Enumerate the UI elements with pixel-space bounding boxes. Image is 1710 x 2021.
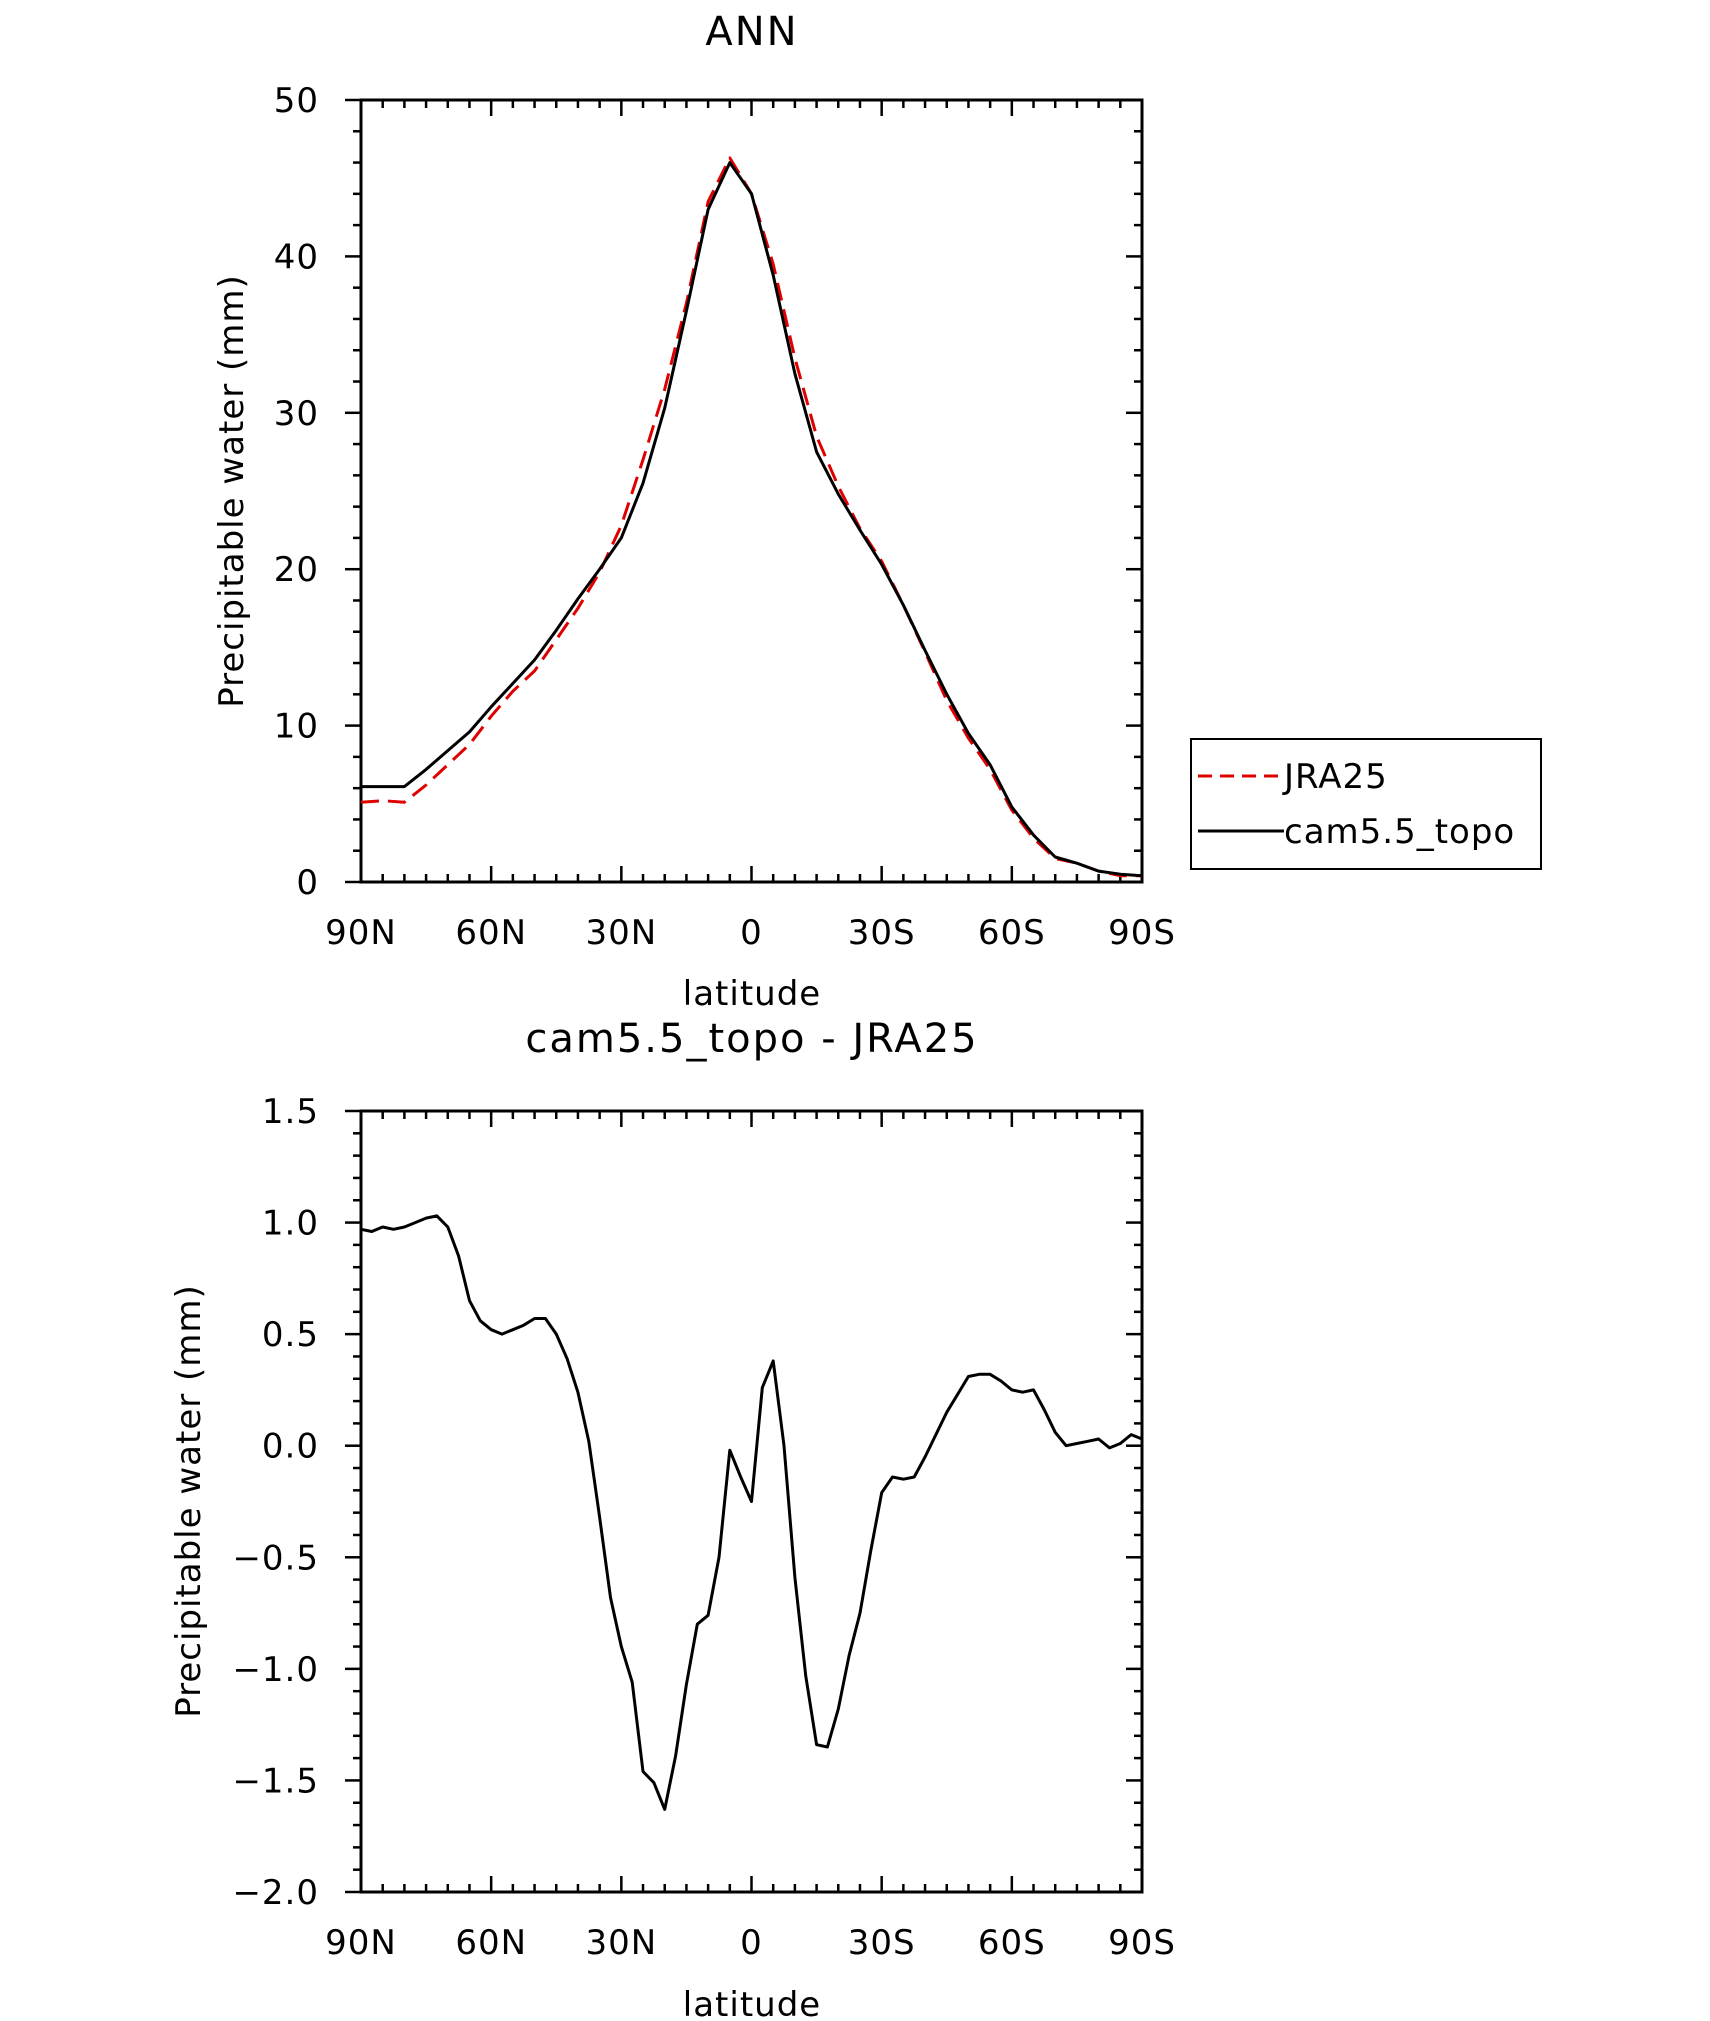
top-y-axis-title: Precipitable water (mm) — [212, 274, 252, 708]
bottom-y-axis-title: Precipitable water (mm) — [169, 1284, 209, 1718]
y-tick-label: 40 — [274, 237, 319, 277]
x-tick-label: 90N — [325, 913, 397, 953]
y-tick-label: −1.0 — [232, 1650, 319, 1690]
x-tick-label: 30S — [848, 1923, 916, 1963]
series-line-cam5-5-topo — [361, 161, 1143, 878]
y-tick-label: 50 — [274, 81, 319, 121]
bottom-x-axis-title: latitude — [683, 1985, 821, 2021]
top-plot-title: ANN — [705, 9, 798, 55]
climatology-panel: ANN 90N 60N 30N 0 30S 60S 90S 0 10 20 30 40 50 lati… — [212, 9, 1176, 1014]
x-tick-label: 60S — [978, 913, 1046, 953]
top-ticks — [345, 98, 1144, 884]
x-tick-label: 0 — [740, 913, 763, 953]
top-x-axis-title: latitude — [683, 974, 821, 1014]
legend: JRA25 cam5.5_topo — [1190, 738, 1542, 870]
y-tick-label: −2.0 — [232, 1873, 319, 1913]
y-tick-label: 0.0 — [262, 1427, 319, 1467]
y-tick-label: 10 — [274, 707, 319, 747]
y-tick-label: 1.5 — [262, 1092, 319, 1132]
legend-label-jra25: JRA25 — [1282, 757, 1388, 797]
series-line-jra25 — [360, 156, 1142, 878]
difference-panel: cam5.5_topo - JRA25 90N 60N 30N 0 30S 60S 90S … — [169, 1016, 1176, 2021]
top-series-lines — [360, 156, 1143, 878]
x-tick-label: 30S — [848, 913, 916, 953]
y-tick-label: −0.5 — [232, 1538, 319, 1578]
series-line-difference — [360, 1214, 1143, 1811]
bottom-series-lines — [360, 1214, 1143, 1811]
y-tick-label: 0.5 — [262, 1315, 319, 1355]
y-tick-label: 1.0 — [262, 1204, 319, 1244]
x-tick-label: 90S — [1108, 913, 1176, 953]
bottom-plot-title: cam5.5_topo - JRA25 — [525, 1016, 978, 1062]
x-tick-label: 0 — [740, 1923, 763, 1963]
bottom-ticks — [345, 1109, 1144, 1894]
top-x-tick-labels: 90N 60N 30N 0 30S 60S 90S — [325, 913, 1176, 953]
bottom-plot-frame — [359, 1109, 1144, 1894]
y-tick-label: 30 — [274, 394, 319, 434]
x-tick-label: 30N — [585, 1923, 657, 1963]
bottom-y-tick-labels: −2.0 −1.5 −1.0 −0.5 0.0 0.5 1.0 1.5 — [232, 1092, 319, 1913]
x-tick-label: 90S — [1108, 1923, 1176, 1963]
x-tick-label: 60N — [455, 1923, 527, 1963]
y-tick-label: 20 — [274, 550, 319, 590]
legend-box — [1190, 738, 1542, 870]
x-tick-label: 60N — [455, 913, 527, 953]
y-tick-label: −1.5 — [232, 1761, 319, 1801]
bottom-x-tick-labels: 90N 60N 30N 0 30S 60S 90S — [325, 1923, 1176, 1963]
top-plot-frame — [359, 98, 1144, 884]
x-tick-label: 60S — [978, 1923, 1046, 1963]
top-y-tick-labels: 0 10 20 30 40 50 — [274, 81, 319, 903]
x-tick-label: 30N — [585, 913, 657, 953]
legend-label-cam: cam5.5_topo — [1284, 812, 1515, 852]
x-tick-label: 90N — [325, 1923, 397, 1963]
y-tick-label: 0 — [296, 863, 319, 903]
